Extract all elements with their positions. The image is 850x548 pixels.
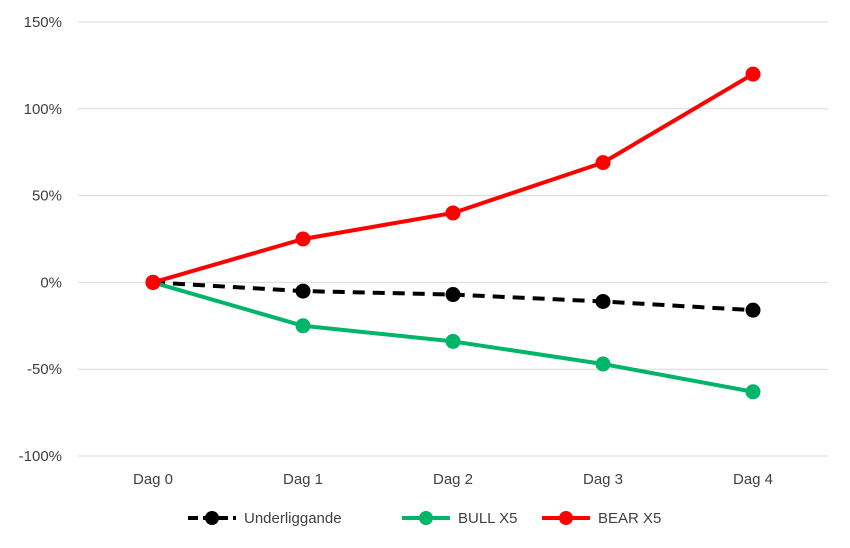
series-point-2 [295,231,311,247]
y-tick-label: 150% [24,14,62,31]
y-tick-label: 0% [40,274,62,291]
legend-swatch-marker-0 [205,511,219,525]
x-tick-label: Dag 1 [283,471,323,488]
x-tick-label: Dag 2 [433,471,473,488]
x-axis-ticks: Dag 0 Dag 1 Dag 2 Dag 3 Dag 4 [133,471,773,488]
series-point-2 [595,155,611,171]
y-tick-label: -100% [19,448,62,465]
series-point-1 [595,356,611,372]
series-line-2 [151,72,755,285]
series-group [145,66,761,400]
legend-swatch-marker-1 [419,511,433,525]
legend-label-1: BULL X5 [458,510,517,527]
series-point-0 [595,293,611,309]
legend-label-0: Underliggande [244,510,342,527]
legend-swatch-marker-2 [559,511,573,525]
x-tick-label: Dag 4 [733,471,773,488]
gridlines [78,21,828,457]
series-point-2 [445,205,461,221]
series-point-0 [745,302,761,318]
series-point-2 [745,66,761,82]
x-tick-label: Dag 3 [583,471,623,488]
x-tick-label: Dag 0 [133,471,173,488]
y-tick-label: -50% [27,361,62,378]
series-point-1 [295,318,311,334]
y-tick-label: 50% [32,188,62,205]
series-point-1 [745,384,761,400]
series-point-1 [445,333,461,349]
series-point-2 [145,274,161,290]
series-point-0 [445,287,461,303]
series-point-0 [295,283,311,299]
y-axis-ticks: -100% -50% 0% 50% 100% 150% [19,14,62,465]
y-tick-label: 100% [24,101,62,118]
legend-label-2: BEAR X5 [598,510,661,527]
legend: Underliggande BULL X5 BEAR X5 [188,510,661,527]
